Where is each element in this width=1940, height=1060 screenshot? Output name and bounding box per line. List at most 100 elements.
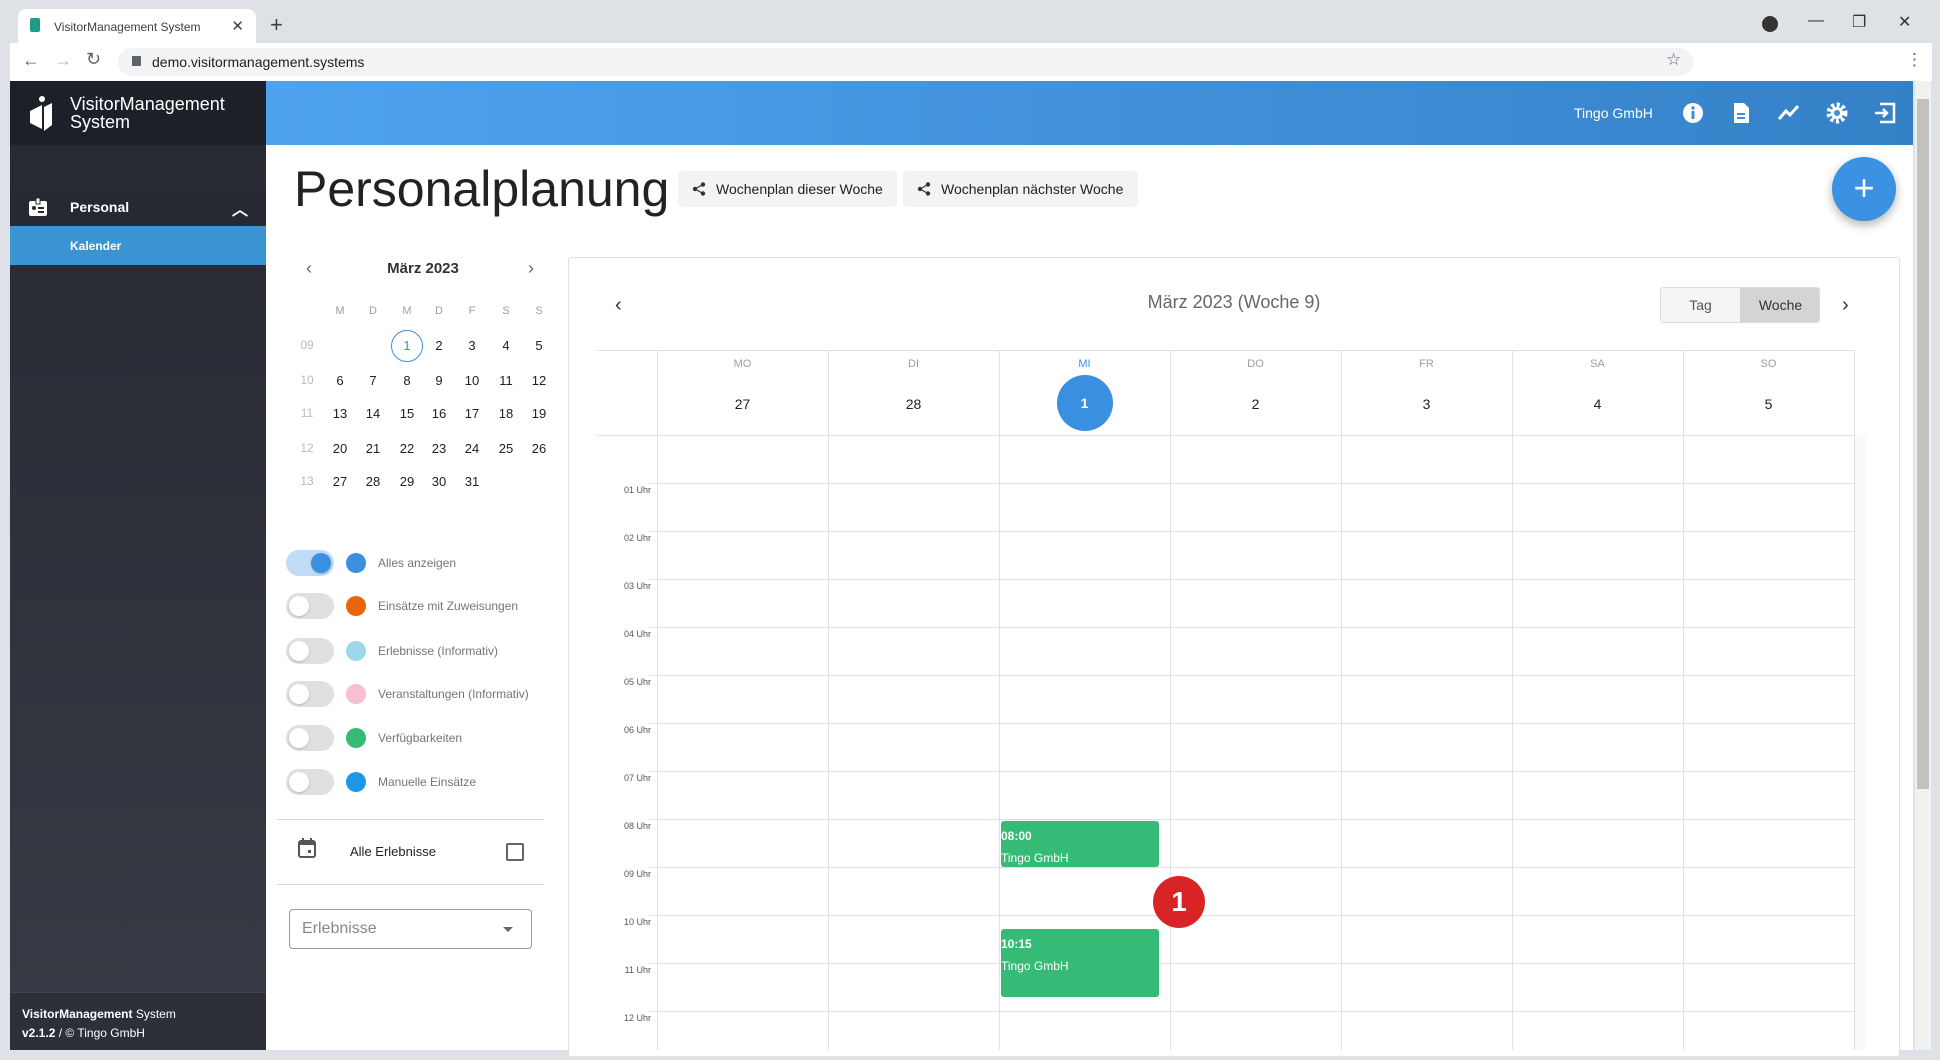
bookmark-star-icon[interactable]: ☆	[1666, 50, 1682, 69]
browser-tab[interactable]: VisitorManagement System ✕	[18, 9, 256, 43]
view-week-button[interactable]: Woche	[1740, 288, 1819, 322]
filter-color-dot	[346, 553, 366, 573]
filter-label: Erlebnisse (Informativ)	[378, 644, 499, 658]
reload-icon[interactable]: ↻	[86, 49, 102, 69]
brand-logo[interactable]: VisitorManagement System	[10, 81, 266, 145]
mini-day[interactable]: 24	[464, 441, 480, 456]
info-icon[interactable]	[1680, 100, 1706, 126]
mini-day[interactable]: 22	[399, 441, 415, 456]
mini-next-month-icon[interactable]: ›	[528, 258, 534, 278]
mini-day[interactable]: 28	[365, 474, 381, 489]
share-this-week-button[interactable]: Wochenplan dieser Woche	[678, 171, 897, 207]
share-next-week-button[interactable]: Wochenplan nächster Woche	[903, 171, 1138, 207]
sidebar-item-kalender[interactable]: Kalender	[10, 226, 266, 265]
mini-day[interactable]: 11	[499, 373, 513, 388]
day-date[interactable]: 2	[1251, 396, 1260, 412]
restore-button[interactable]: ❐	[1852, 14, 1867, 31]
filter-toggle[interactable]	[286, 550, 334, 576]
filter-toggle[interactable]	[286, 681, 334, 707]
filter-toggle[interactable]	[286, 725, 334, 751]
mini-day[interactable]: 1	[391, 330, 423, 362]
chevron-up-icon[interactable]: ︿	[232, 202, 249, 219]
mini-day[interactable]: 3	[468, 338, 476, 353]
mini-day[interactable]: 12	[531, 373, 547, 388]
calendar-scrollbar[interactable]	[1855, 435, 1867, 1050]
company-name[interactable]: Tingo GmbH	[1574, 105, 1653, 121]
mini-day[interactable]: 30	[431, 474, 447, 489]
view-day-button[interactable]: Tag	[1661, 288, 1740, 322]
mini-week-number: 12	[300, 441, 314, 455]
gear-icon[interactable]	[1824, 100, 1850, 126]
day-date[interactable]: 5	[1764, 396, 1773, 412]
mini-day[interactable]: 23	[431, 441, 447, 456]
day-date[interactable]: 27	[734, 396, 751, 412]
hour-line	[649, 627, 1854, 628]
footer-brand-rest: System	[135, 1007, 176, 1021]
address-bar[interactable]	[118, 48, 1693, 76]
mini-weekday: S	[502, 305, 510, 317]
close-window-button[interactable]: ✕	[1898, 14, 1912, 31]
mini-day[interactable]: 7	[369, 373, 377, 388]
grid-line	[1341, 350, 1342, 1050]
mini-day[interactable]: 29	[399, 474, 415, 489]
mini-day[interactable]: 19	[531, 406, 547, 421]
mini-day[interactable]: 2	[435, 338, 443, 353]
mini-day[interactable]: 21	[365, 441, 381, 456]
day-date[interactable]: 28	[905, 396, 922, 412]
mini-day[interactable]: 8	[403, 373, 411, 388]
minimize-button[interactable]: —	[1808, 12, 1824, 29]
mini-day[interactable]: 9	[435, 373, 443, 388]
sidebar-item-label: Kalender	[70, 239, 122, 253]
mini-day[interactable]: 26	[531, 441, 547, 456]
calendar-event[interactable]: 10:15 Tingo GmbH	[1001, 929, 1159, 997]
filter-toggle[interactable]	[286, 638, 334, 664]
alle-erlebnisse-checkbox[interactable]	[506, 843, 524, 861]
day-date[interactable]: 4	[1593, 396, 1602, 412]
page-scrollbar[interactable]	[1915, 81, 1931, 1050]
filter-toggle[interactable]	[286, 593, 334, 619]
add-button[interactable]: +	[1832, 157, 1896, 221]
url-text[interactable]: demo.visitormanagement.systems	[152, 54, 365, 70]
mini-day[interactable]: 14	[365, 406, 381, 421]
mini-day[interactable]: 15	[399, 406, 415, 421]
calendar-next-icon[interactable]: ›	[1842, 294, 1849, 316]
mini-day[interactable]: 17	[464, 406, 480, 421]
chart-line-icon[interactable]	[1776, 100, 1802, 126]
hour-label: 04 Uhr	[623, 629, 651, 639]
day-date[interactable]: 3	[1422, 396, 1431, 412]
today-date[interactable]: 1	[1056, 375, 1113, 431]
mini-day[interactable]: 31	[464, 474, 480, 489]
sidebar-section-personal[interactable]: Personal ︿	[10, 188, 266, 226]
mini-day[interactable]: 25	[498, 441, 514, 456]
filter-toggle[interactable]	[286, 769, 334, 795]
mini-prev-month-icon[interactable]: ‹	[306, 258, 312, 278]
back-icon[interactable]: ←	[22, 50, 40, 70]
toggle-knob	[289, 772, 309, 792]
calendar-prev-icon[interactable]: ‹	[615, 294, 622, 316]
mini-day[interactable]: 13	[332, 406, 348, 421]
profile-icon[interactable]	[1762, 16, 1778, 32]
mini-day[interactable]: 10	[464, 373, 480, 388]
mini-day[interactable]: 4	[502, 338, 510, 353]
view-toggle: Tag Woche	[1660, 287, 1820, 323]
mini-day[interactable]: 6	[336, 373, 344, 388]
close-tab-icon[interactable]: ✕	[231, 18, 244, 35]
version: v2.1.2	[22, 1026, 56, 1040]
erlebnisse-select[interactable]: Erlebnisse	[289, 909, 532, 949]
forward-icon[interactable]: →	[54, 50, 72, 70]
hour-line	[649, 675, 1854, 676]
mini-day[interactable]: 20	[332, 441, 348, 456]
new-tab-button[interactable]: +	[270, 12, 283, 37]
logout-icon[interactable]	[1872, 100, 1898, 126]
favicon-icon	[30, 18, 40, 32]
hour-line	[649, 819, 1854, 820]
step-marker-badge: 1	[1153, 876, 1205, 928]
calendar-event[interactable]: 08:00 Tingo GmbH	[1001, 821, 1159, 868]
mini-day[interactable]: 27	[332, 474, 348, 489]
page-scrollbar-thumb[interactable]	[1917, 99, 1929, 789]
mini-day[interactable]: 18	[498, 406, 514, 421]
browser-menu-icon[interactable]: ⋮	[1906, 50, 1923, 69]
mini-day[interactable]: 5	[535, 338, 543, 353]
mini-day[interactable]: 16	[431, 406, 447, 421]
document-icon[interactable]	[1728, 100, 1754, 126]
